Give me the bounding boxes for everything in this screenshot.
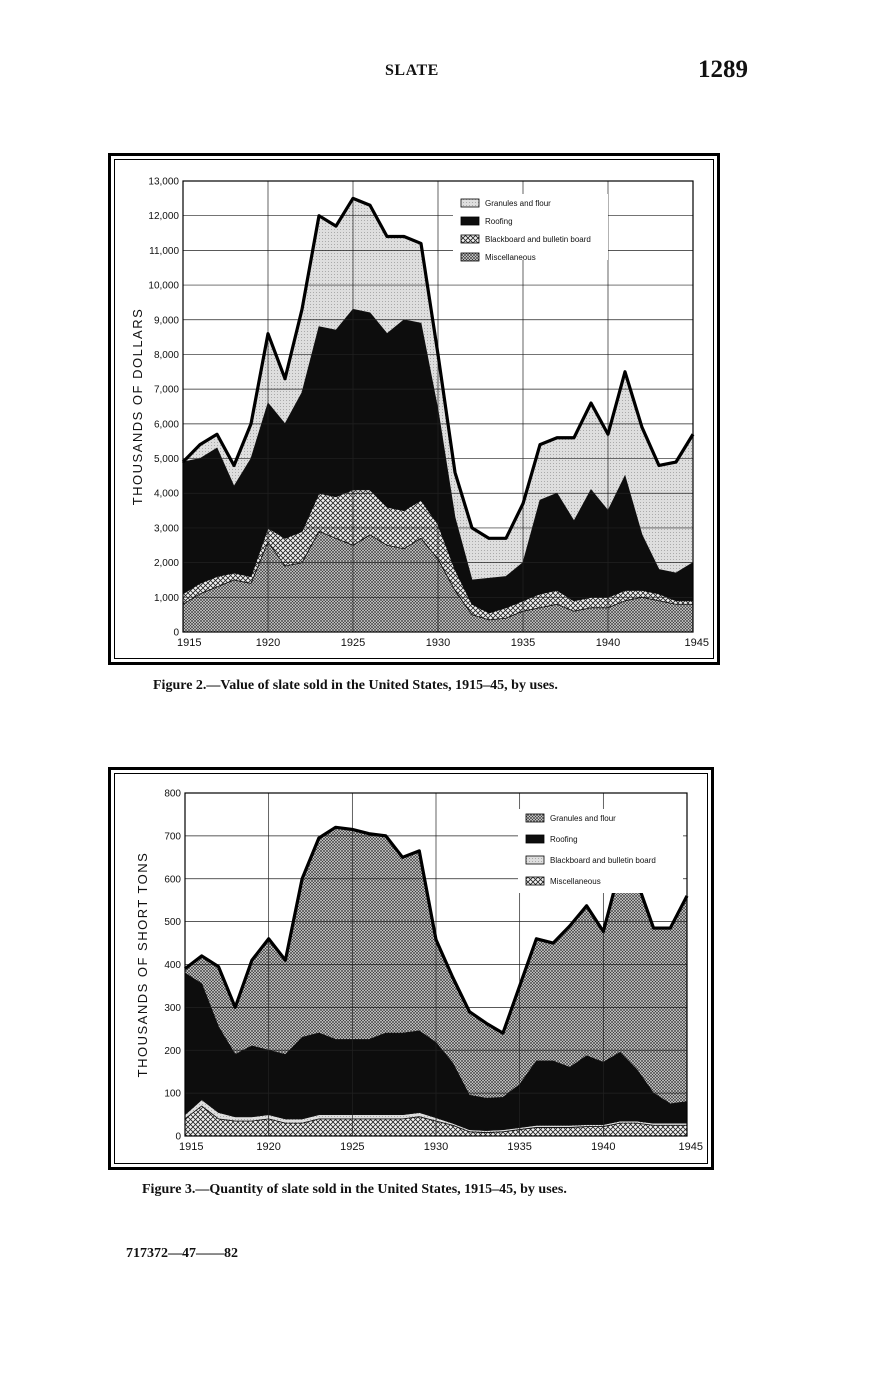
figure-3-chart: 0 100 200 300 400 500 600 700 800 1915 1920 1925 193… bbox=[108, 767, 714, 1170]
plot-border bbox=[184, 792, 688, 1137]
y-tick-label: 700 bbox=[164, 831, 181, 842]
y-tick-label: 1,000 bbox=[154, 593, 179, 604]
y-tick-label: 0 bbox=[173, 628, 179, 639]
y-tick-label: 0 bbox=[175, 1132, 181, 1143]
legend-label: Roofing bbox=[485, 217, 513, 226]
x-tick-label: 1940 bbox=[591, 1141, 615, 1153]
legend-label: Blackboard and bulletin board bbox=[485, 235, 591, 244]
y-tick-label: 100 bbox=[164, 1089, 181, 1100]
y-tick-label: 10,000 bbox=[148, 281, 179, 292]
y-tick-label: 400 bbox=[164, 960, 181, 971]
x-tick-label: 1935 bbox=[507, 1141, 531, 1153]
legend-label: Roofing bbox=[550, 835, 578, 844]
legend-swatch bbox=[525, 855, 545, 865]
y-tick-label: 6,000 bbox=[154, 419, 179, 430]
legend-swatch bbox=[525, 876, 545, 886]
legend-label: Blackboard and bulletin board bbox=[550, 856, 656, 865]
x-tick-label: 1925 bbox=[341, 637, 365, 649]
figure-2-chart: 0 1,000 2,000 3,000 4,000 5,000 6,000 7,000 8,00… bbox=[108, 153, 720, 665]
legend: Granules and flour Roofing Blackboard and … bbox=[518, 809, 683, 893]
x-tick-label: 1945 bbox=[685, 637, 709, 649]
y-tick-label: 8,000 bbox=[154, 350, 179, 361]
y-tick-label: 3,000 bbox=[154, 523, 179, 534]
x-tick-label: 1930 bbox=[426, 637, 450, 649]
y-axis-label: THOUSANDS OF SHORT TONS bbox=[135, 852, 150, 1078]
x-tick-label: 1940 bbox=[596, 637, 620, 649]
x-tick-label: 1925 bbox=[340, 1141, 364, 1153]
plot-border bbox=[182, 180, 694, 633]
legend-swatch bbox=[460, 252, 480, 262]
total-outline bbox=[184, 825, 689, 1035]
figure-2-caption: Figure 2.—Value of slate sold in the Uni… bbox=[153, 678, 558, 693]
y-tick-label: 9,000 bbox=[154, 315, 179, 326]
y-axis-label: THOUSANDS OF DOLLARS bbox=[130, 308, 145, 506]
y-tick-label: 11,000 bbox=[149, 246, 179, 257]
legend-swatch bbox=[460, 216, 480, 226]
y-tick-label: 500 bbox=[164, 917, 181, 928]
y-tick-label: 600 bbox=[164, 874, 181, 885]
running-head-title: SLATE bbox=[385, 62, 439, 79]
y-tick-label: 200 bbox=[164, 1046, 181, 1057]
legend-swatch bbox=[460, 198, 480, 208]
total-outline bbox=[181, 196, 695, 540]
x-tick-label: 1930 bbox=[424, 1141, 448, 1153]
x-tick-label: 1915 bbox=[177, 637, 201, 649]
figure-3-caption: Figure 3.—Quantity of slate sold in the … bbox=[142, 1182, 567, 1197]
y-tick-label: 5,000 bbox=[154, 454, 179, 465]
inner-frame bbox=[114, 159, 714, 659]
legend-label: Granules and flour bbox=[550, 814, 616, 823]
legend-swatch bbox=[525, 834, 545, 844]
x-tick-label: 1920 bbox=[256, 637, 280, 649]
footer-code: 717372—47——82 bbox=[126, 1246, 238, 1261]
x-tick-label: 1945 bbox=[679, 1141, 703, 1153]
y-tick-label: 7,000 bbox=[154, 385, 179, 396]
y-tick-label: 800 bbox=[164, 789, 181, 800]
x-tick-label: 1935 bbox=[511, 637, 535, 649]
y-tick-label: 300 bbox=[164, 1003, 181, 1014]
legend-label: Miscellaneous bbox=[550, 877, 601, 886]
x-tick-label: 1915 bbox=[179, 1141, 203, 1153]
legend-label: Miscellaneous bbox=[485, 253, 536, 262]
legend-swatch bbox=[525, 813, 545, 823]
y-tick-label: 12,000 bbox=[148, 211, 179, 222]
inner-frame bbox=[114, 773, 708, 1164]
legend: Granules and flour Roofing Blackboard and … bbox=[453, 194, 608, 262]
x-tick-label: 1920 bbox=[256, 1141, 280, 1153]
y-tick-label: 2,000 bbox=[154, 558, 179, 569]
legend-label: Granules and flour bbox=[485, 199, 551, 208]
y-tick-label: 13,000 bbox=[148, 177, 179, 188]
page-number: 1289 bbox=[698, 56, 748, 83]
legend-swatch bbox=[460, 234, 480, 244]
y-tick-label: 4,000 bbox=[154, 489, 179, 500]
